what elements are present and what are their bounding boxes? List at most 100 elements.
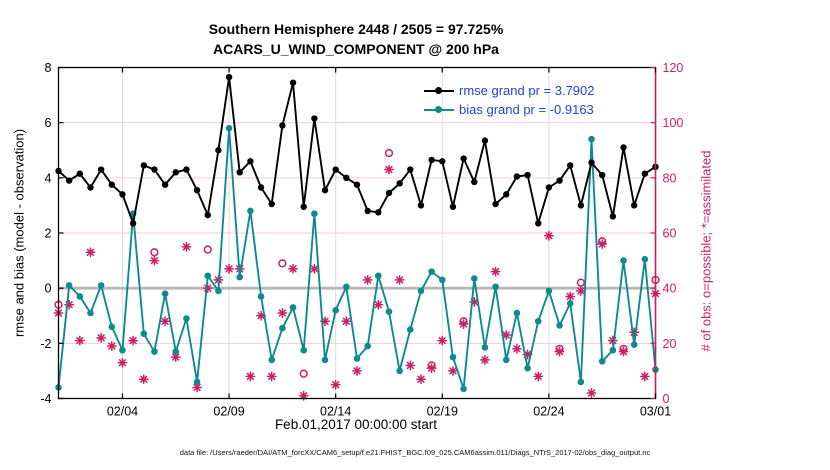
y-tick-label-right: 60 bbox=[663, 227, 677, 241]
bias-marker bbox=[76, 293, 84, 300]
rmse-marker bbox=[471, 178, 478, 186]
bias-marker bbox=[87, 309, 94, 317]
obs-assimilated-marker bbox=[341, 316, 352, 327]
asterisk-arm bbox=[459, 320, 468, 328]
y-tick-label-right: 80 bbox=[663, 171, 677, 185]
asterisk-arm bbox=[406, 361, 414, 370]
asterisk-arm bbox=[108, 342, 116, 350]
bias-marker bbox=[460, 385, 467, 393]
bias-marker bbox=[470, 275, 478, 282]
y-tick-label-left: -2 bbox=[40, 337, 51, 351]
bias-marker bbox=[502, 356, 510, 364]
obs-assimilated-marker bbox=[384, 164, 394, 175]
bias-marker bbox=[172, 348, 180, 355]
rmse-marker bbox=[620, 144, 627, 151]
asterisk-arm bbox=[534, 372, 542, 381]
rmse-marker bbox=[193, 187, 201, 194]
bias-marker bbox=[215, 287, 222, 295]
rmse-marker bbox=[215, 147, 222, 154]
obs-assimilated-marker bbox=[373, 299, 384, 310]
bias-marker bbox=[161, 290, 169, 297]
asterisk-arm bbox=[268, 372, 276, 381]
x-tick-label: 02/09 bbox=[213, 405, 244, 419]
bias-marker bbox=[375, 272, 382, 280]
obs-assimilated-marker bbox=[629, 327, 640, 338]
rmse-marker bbox=[609, 213, 617, 220]
rmse-marker bbox=[172, 169, 179, 176]
obs-assimilated-marker bbox=[437, 335, 448, 346]
rmse-marker bbox=[225, 73, 233, 81]
rmse-marker bbox=[129, 220, 137, 227]
rmse-marker bbox=[87, 184, 94, 191]
asterisk-arm bbox=[449, 367, 457, 375]
obs-assimilated-marker bbox=[597, 239, 608, 249]
obs-assimilated-marker bbox=[479, 354, 490, 365]
bias-marker bbox=[268, 356, 276, 364]
obs-assimilated-marker bbox=[554, 346, 565, 357]
bias-marker bbox=[556, 322, 563, 329]
bias-marker bbox=[257, 293, 265, 300]
obs-assimilated-marker bbox=[85, 247, 96, 258]
bias-marker bbox=[524, 364, 531, 372]
x-tick-label: 03/01 bbox=[640, 405, 671, 419]
bias-marker bbox=[545, 287, 553, 295]
rmse-marker bbox=[140, 162, 147, 169]
asterisk-arm bbox=[545, 232, 553, 240]
bias-marker bbox=[279, 324, 286, 332]
bias-marker bbox=[97, 282, 105, 289]
x-tick-label: 02/04 bbox=[107, 405, 138, 419]
rmse-marker bbox=[417, 202, 425, 209]
rmse-marker bbox=[545, 184, 553, 191]
legend-item-bias: bias grand pr = -0.9163 bbox=[424, 100, 595, 119]
y-tick-label-left: 0 bbox=[45, 282, 52, 296]
asterisk-arm bbox=[353, 367, 361, 375]
bias-marker bbox=[140, 330, 148, 337]
obs-assimilated-marker bbox=[266, 371, 277, 382]
asterisk-arm bbox=[129, 336, 137, 345]
rmse-marker bbox=[375, 209, 382, 216]
bias-marker bbox=[449, 353, 457, 361]
rmse-marker bbox=[577, 202, 585, 209]
rmse-marker bbox=[300, 203, 307, 210]
bias-marker bbox=[65, 282, 73, 289]
rmse-marker bbox=[343, 174, 350, 182]
rmse-marker bbox=[492, 200, 499, 208]
obs-assimilated-marker bbox=[565, 291, 576, 302]
bias-marker bbox=[428, 268, 435, 275]
asterisk-arm bbox=[310, 265, 319, 273]
legend: rmse grand pr = 3.7902 bias grand pr = -… bbox=[424, 81, 595, 119]
rmse-marker bbox=[428, 156, 435, 164]
bias-marker bbox=[119, 346, 126, 354]
asterisk-arm bbox=[566, 292, 574, 301]
rmse-marker bbox=[407, 166, 414, 173]
bias-marker bbox=[247, 207, 254, 215]
y-tick-label-right: 20 bbox=[663, 337, 677, 351]
rmse-marker bbox=[268, 200, 275, 208]
plot-title-line1: Southern Hemisphere 2448 / 2505 = 97.725… bbox=[208, 21, 504, 37]
rmse-marker bbox=[289, 79, 297, 86]
rmse-marker bbox=[641, 170, 649, 177]
asterisk-arm bbox=[395, 276, 404, 284]
obs-assimilated-marker bbox=[96, 332, 107, 343]
bias-marker bbox=[204, 272, 212, 280]
obs-assimilated-marker bbox=[533, 371, 544, 382]
rmse-marker bbox=[151, 166, 158, 173]
rmse-marker bbox=[247, 158, 254, 165]
asterisk-arm bbox=[97, 334, 105, 342]
asterisk-arm bbox=[342, 317, 350, 325]
asterisk-arm bbox=[76, 336, 84, 345]
rmse-marker bbox=[65, 177, 73, 184]
obs-assimilated-marker bbox=[117, 357, 128, 368]
rmse-marker bbox=[204, 211, 211, 219]
rmse-marker bbox=[630, 202, 638, 209]
bias-marker bbox=[407, 326, 414, 333]
rmse-marker bbox=[481, 137, 489, 144]
asterisk-arm bbox=[598, 240, 606, 248]
rmse-marker bbox=[364, 207, 371, 215]
bias-marker bbox=[513, 309, 521, 317]
obs-possible-marker bbox=[278, 259, 287, 268]
y-tick-label-left: 8 bbox=[45, 61, 52, 75]
obs-assimilated-marker bbox=[394, 274, 405, 285]
bias-marker bbox=[311, 210, 318, 217]
asterisk-arm bbox=[118, 358, 127, 367]
